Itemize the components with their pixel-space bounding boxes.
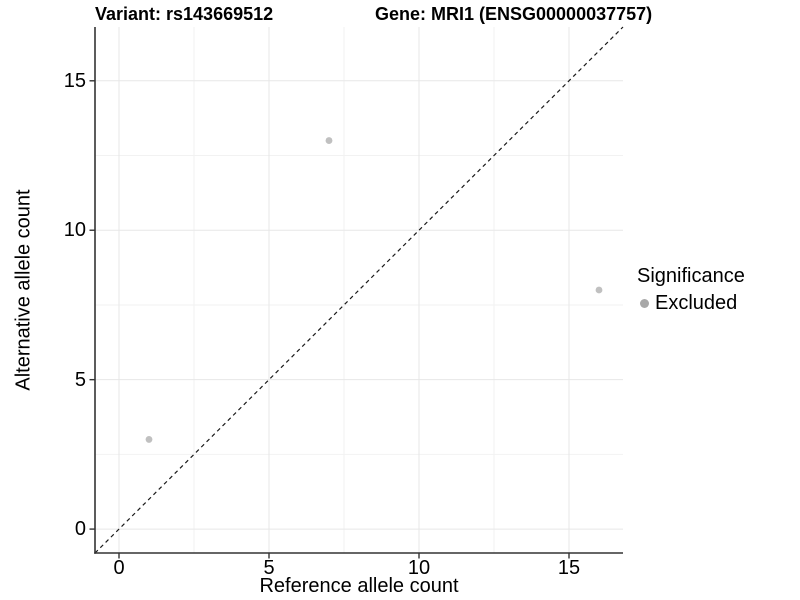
x-axis-title: Reference allele count [259,575,459,597]
legend-item-label: Excluded [655,292,738,314]
y-tick-label: 0 [74,518,86,541]
x-tick-label: 0 [113,557,125,579]
x-tick-label: 10 [407,557,431,579]
legend-title: Significance [637,265,745,287]
legend-key-dot-icon [640,299,649,308]
x-tick-label: 15 [557,557,581,579]
legend-item: Excluded [640,292,745,315]
data-point [595,286,603,294]
y-tick-label: 15 [63,69,86,92]
variant-title: Variant: rs143669512 [95,4,274,24]
y-tick-label: 10 [63,219,86,242]
data-point [145,436,153,443]
y-axis-title: Alternative allele count [12,189,35,391]
data-point [325,137,333,144]
x-tick-label: 5 [263,557,275,579]
y-tick-label: 5 [74,368,86,391]
legend: Significance Excluded [637,265,745,315]
gene-title: Gene: MRI1 (ENSG00000037757) [375,4,653,24]
identity-dashed-line [94,26,624,554]
legend-items: Excluded [637,292,745,315]
